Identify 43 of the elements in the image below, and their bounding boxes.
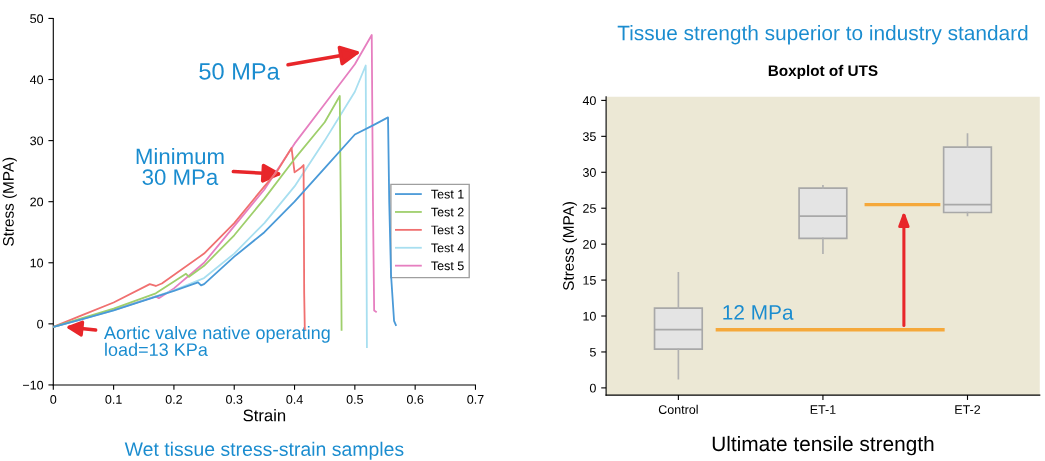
y-tick-label: 10 <box>30 258 44 268</box>
x-axis-title: Ultimate tensile strength <box>712 435 934 456</box>
y-tick-label: 20 <box>30 197 44 207</box>
legend-label: Test 3 <box>431 225 464 235</box>
x-tick-label: 0.4 <box>286 394 303 404</box>
y-tick-label: 0 <box>37 319 44 329</box>
chart-subtitle: Boxplot of UTS <box>768 64 878 80</box>
y-tick-label: 5 <box>589 347 596 357</box>
x-tick-label: Control <box>658 404 698 414</box>
chart-title: Tissue strength superior to industry standard <box>617 25 1028 45</box>
legend-label: Test 5 <box>431 261 464 271</box>
legend-label: Test 2 <box>431 207 464 217</box>
x-tick-label: ET-1 <box>810 405 836 414</box>
x-tick-label: 0 <box>50 394 57 404</box>
y-tick-label: −10 <box>22 380 44 390</box>
annotation: Aortic valve native operating load=13 KPa <box>103 325 330 357</box>
text: Wet tissue stress-strain samples <box>124 441 404 460</box>
y-tick-label: 15 <box>583 276 596 285</box>
x-tick-label: 0.5 <box>346 394 364 404</box>
y-tick-label: 30 <box>582 168 596 177</box>
y-tick-label: 40 <box>582 96 596 106</box>
y-tick-label: 40 <box>29 75 44 85</box>
y-axis-title: Stress (MPA) <box>2 157 17 246</box>
y-tick-label: 30 <box>30 136 44 146</box>
x-tick-label: 0.6 <box>406 394 424 404</box>
ref-line-label: 12 MPa <box>723 305 794 320</box>
legend-label: Test 4 <box>431 243 464 253</box>
y-tick-label: 35 <box>582 132 596 141</box>
x-tick-label: 0.1 <box>105 394 122 404</box>
x-tick-label: 0.7 <box>467 394 484 404</box>
x-tick-label: 0.2 <box>165 394 182 404</box>
x-tick-label: 0.3 <box>226 394 243 404</box>
y-tick-label: 50 <box>30 14 44 24</box>
y-tick-label: 20 <box>583 239 596 249</box>
y-axis-title: Stress (MPA) <box>562 202 577 291</box>
x-tick-label: ET-2 <box>955 405 981 414</box>
y-tick-label: 10 <box>583 311 596 321</box>
y-tick-label: 25 <box>583 204 596 213</box>
legend-label: Test 1 <box>431 189 464 199</box>
x-axis-title: Strain <box>243 409 286 422</box>
y-tick-label: 0 <box>589 383 596 393</box>
annotation: Minimum 30 MPa <box>136 147 224 186</box>
annotation: 50 MPa <box>199 63 280 80</box>
